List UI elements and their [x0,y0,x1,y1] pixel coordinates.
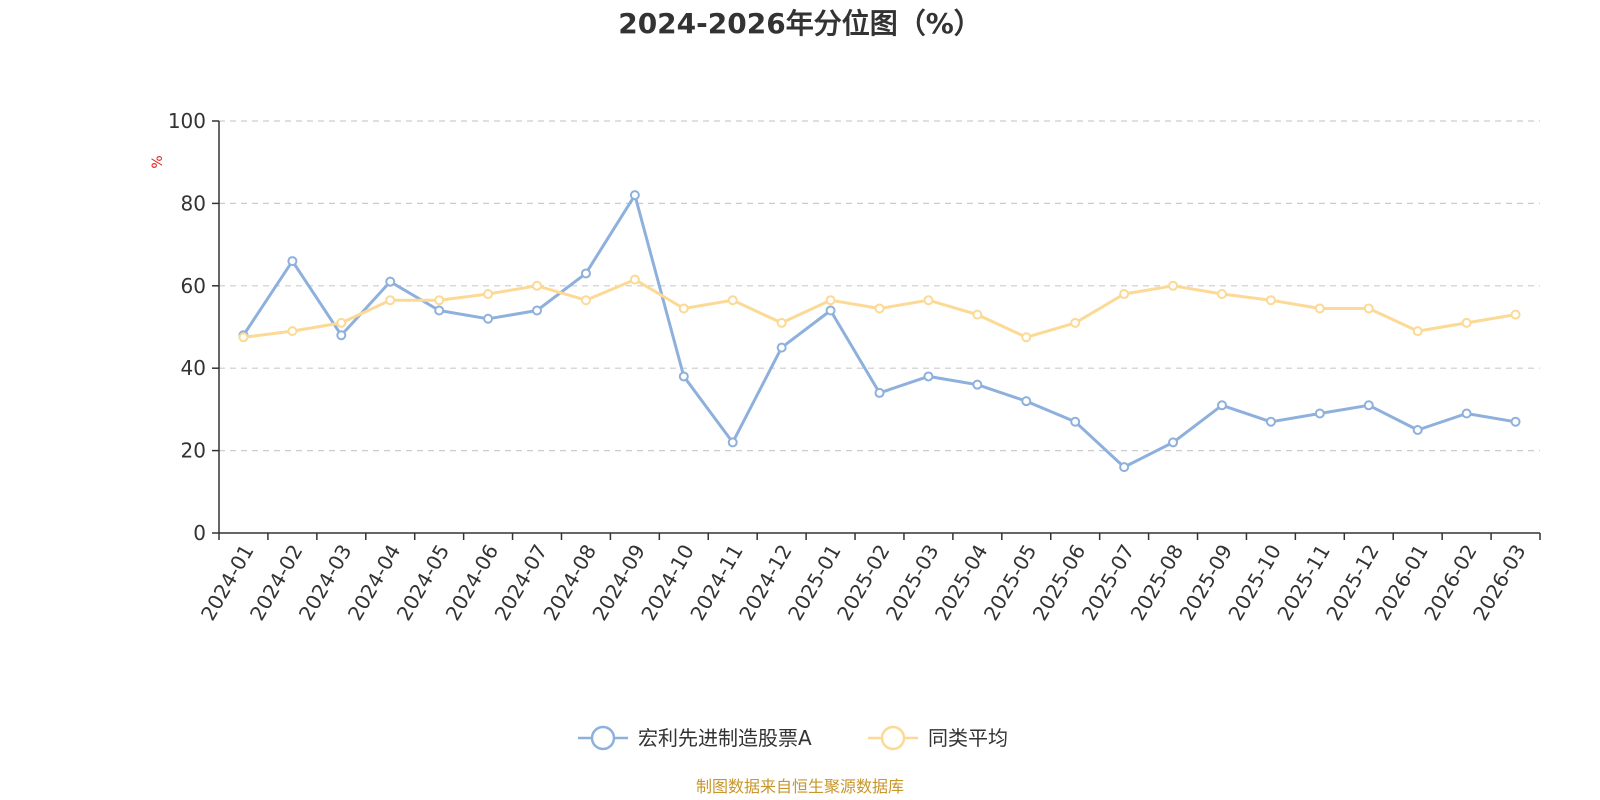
data-point[interactable] [1363,400,1374,411]
data-point[interactable] [727,437,738,448]
data-point[interactable] [336,317,347,328]
x-axis-ticks: 2024-012024-022024-032024-042024-052024-… [196,533,1541,625]
data-point[interactable] [972,379,983,390]
data-point[interactable] [336,330,347,341]
y-tick-label: 80 [181,191,206,215]
axes [218,121,1540,534]
data-point[interactable] [1265,295,1276,306]
data-point[interactable] [580,295,591,306]
data-point[interactable] [1412,425,1423,435]
data-point[interactable] [776,317,787,328]
legend-item-2[interactable]: 同类平均 [868,725,1008,751]
data-point[interactable] [532,305,543,316]
chart-title: 2024-2026年分位图（%） [618,7,982,40]
data-point[interactable] [874,387,885,398]
data-point[interactable] [629,190,640,201]
data-point[interactable] [1021,396,1032,407]
series-1 [238,190,1521,473]
data-point[interactable] [727,295,738,306]
data-point[interactable] [434,295,445,306]
legend-label: 宏利先进制造股票A [638,726,812,750]
data-point[interactable] [1168,280,1179,291]
data-point[interactable] [1119,289,1130,300]
data-point[interactable] [678,303,689,314]
legend-item-1[interactable]: 宏利先进制造股票A [578,725,812,751]
data-point[interactable] [825,295,836,306]
data-point[interactable] [483,313,494,324]
grid-lines [219,120,1540,452]
data-point[interactable] [678,371,689,382]
data-point[interactable] [1461,317,1472,328]
data-point[interactable] [1021,332,1032,343]
data-point[interactable] [1070,416,1081,427]
data-point[interactable] [1314,303,1325,314]
data-point[interactable] [434,305,445,316]
y-tick-label: 0 [193,521,206,545]
data-point[interactable] [532,280,543,291]
series-line [242,193,1516,469]
data-point[interactable] [580,268,591,279]
data-point[interactable] [1265,416,1276,427]
data-point[interactable] [1510,416,1521,427]
data-point[interactable] [1314,408,1325,419]
data-point[interactable] [1461,408,1472,419]
data-point[interactable] [1216,400,1227,411]
data-point[interactable] [385,276,396,287]
y-tick-label: 60 [181,274,206,298]
legend[interactable]: 宏利先进制造股票A 同类平均 [578,725,1008,751]
data-point[interactable] [629,274,640,285]
data-point[interactable] [1510,309,1521,320]
data-point[interactable] [238,332,249,343]
y-tick-label: 40 [181,356,206,380]
y-axis-ticks: 0 20 40 60 80 100 [168,109,219,545]
data-point[interactable] [776,342,787,353]
data-point[interactable] [972,309,983,320]
data-point[interactable] [385,295,396,306]
series-layer [238,190,1521,473]
y-axis-unit-label: % [150,155,166,168]
data-point[interactable] [287,326,298,337]
source-note: 制图数据来自恒生聚源数据库 [696,777,904,796]
data-point[interactable] [1070,317,1081,328]
series-2 [238,274,1521,343]
legend-marker [590,725,616,751]
data-point[interactable] [287,256,298,267]
data-point[interactable] [1168,437,1179,448]
legend-marker [880,725,906,751]
legend-label: 同类平均 [928,726,1008,750]
y-tick-label: 20 [181,439,206,463]
data-point[interactable] [1412,326,1423,337]
data-point[interactable] [1216,289,1227,300]
data-point[interactable] [923,295,934,306]
data-point[interactable] [923,371,934,382]
data-point[interactable] [825,305,836,316]
data-point[interactable] [483,289,494,300]
y-tick-label: 100 [168,109,206,133]
data-point[interactable] [1363,303,1374,314]
data-point[interactable] [874,303,885,314]
data-point[interactable] [1119,462,1130,473]
